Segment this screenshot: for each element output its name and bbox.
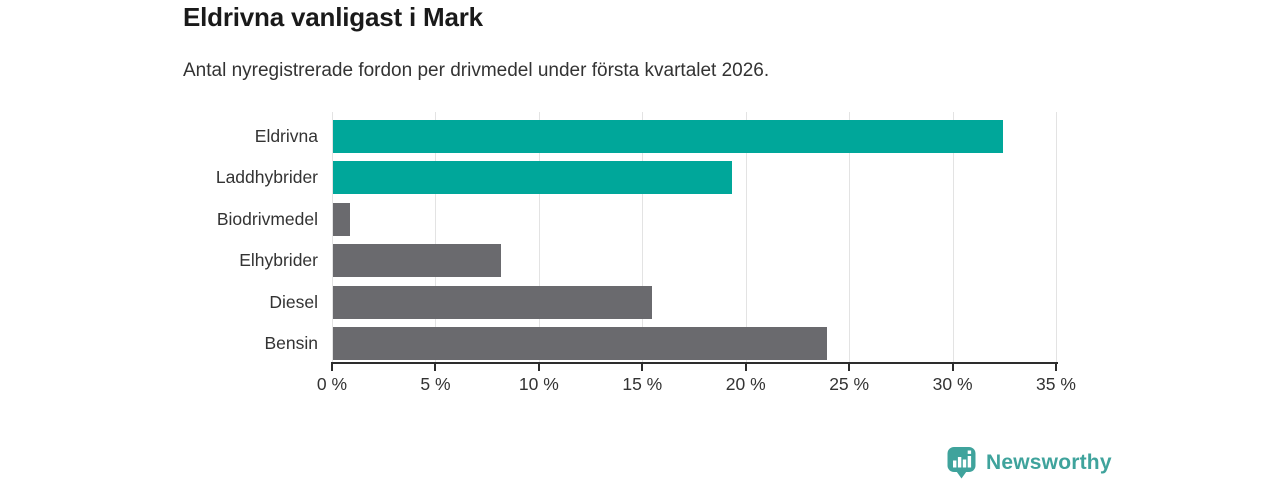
gridline — [332, 112, 333, 362]
bar-bensin — [333, 327, 828, 360]
x-tick-label: 30 % — [932, 374, 973, 394]
x-axis-tick — [331, 364, 333, 371]
category-label-elhybrider: Elhybrider — [239, 250, 318, 270]
x-axis-tick — [434, 364, 437, 371]
newsworthy-bar-chart-pin-icon — [947, 447, 976, 479]
chart-title: Eldrivna vanligast i Mark — [183, 2, 483, 32]
gridline — [1056, 112, 1057, 362]
x-axis-line — [331, 362, 1058, 364]
x-tick-label: 15 % — [622, 374, 663, 394]
plot-area: 0 % 5 % 10 % 15 % 20 % 25 % 30 % 35 % — [317, 112, 1076, 394]
category-label-bensin: Bensin — [264, 333, 318, 353]
x-axis-tick — [951, 364, 954, 371]
x-axis-tick — [641, 364, 644, 371]
bar-biodrivmedel — [333, 202, 350, 236]
x-tick-label: 0 % — [316, 374, 348, 394]
gridline — [745, 112, 747, 362]
x-tick-label: 20 % — [725, 374, 766, 394]
bar-elhybrider — [333, 244, 501, 277]
category-label-eldrivna: Eldrivna — [254, 125, 318, 146]
newsworthy-wordmark: Newsworthy — [986, 450, 1112, 474]
bar-laddhybrider — [333, 161, 733, 194]
x-axis-tick — [1055, 364, 1057, 371]
gridline — [642, 112, 644, 362]
category-label-diesel: Diesel — [269, 291, 318, 312]
x-axis-tick — [537, 364, 540, 371]
category-label-laddhybrider: Laddhybrider — [215, 167, 318, 187]
x-tick-label: 25 % — [829, 374, 870, 394]
x-tick-label: 10 % — [518, 374, 559, 394]
gridline — [849, 112, 851, 362]
gridline — [952, 112, 954, 362]
x-axis-tick — [848, 364, 851, 371]
category-label-biodrivmedel: Biodrivmedel — [216, 208, 318, 229]
bar-diesel — [333, 285, 652, 319]
newsworthy-logo: Newsworthy — [945, 446, 1112, 479]
gridline — [538, 112, 540, 362]
x-axis-tick — [744, 364, 747, 371]
category-axis-labels: Eldrivna Laddhybrider Biodrivmedel Elhybrid… — [150, 112, 318, 362]
x-tick-label: 5 % — [420, 374, 451, 394]
x-tick-label: 35 % — [1036, 374, 1076, 394]
bar-eldrivna — [333, 119, 1004, 153]
chart-subtitle: Antal nyregistrerade fordon per drivmede… — [183, 60, 770, 81]
gridline — [435, 112, 437, 362]
